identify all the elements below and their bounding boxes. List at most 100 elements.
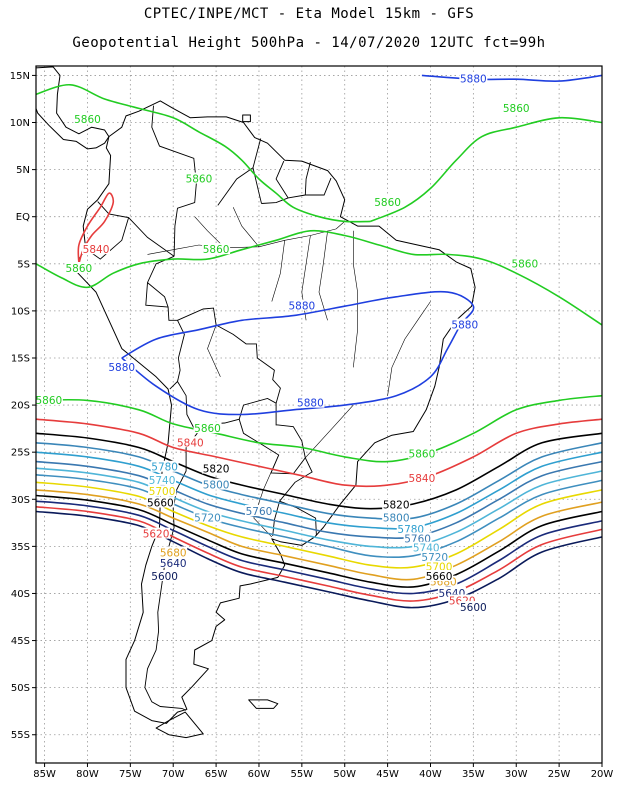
contour-label-bg <box>437 586 466 598</box>
coastline-south-america <box>77 100 476 724</box>
contour-label-5680: 5680 <box>160 547 187 559</box>
contour-label-bg <box>412 541 441 553</box>
country-border <box>147 282 169 308</box>
lon-tick-label: 40W <box>419 769 442 780</box>
contour-label-bg <box>420 551 449 563</box>
country-border <box>304 161 332 196</box>
contour-5780 <box>35 451 603 530</box>
lon-tick-label: 20W <box>591 769 614 780</box>
map-title-line-1: CPTEC/INPE/MCT - Eta Model 15km - GFS <box>143 6 475 22</box>
country-border <box>217 167 254 206</box>
lat-tick-label: 25S <box>11 448 30 459</box>
contour-label-bg <box>193 422 222 434</box>
lon-tick-label: 50W <box>333 769 356 780</box>
country-border <box>238 403 306 475</box>
contour-label-5600: 5600 <box>151 571 178 583</box>
contour-label-bg <box>64 262 93 274</box>
contour-label-5640: 5640 <box>160 558 187 570</box>
contour-label-5820: 5820 <box>383 499 410 511</box>
contour-label-bg <box>407 447 436 459</box>
contour-label-bg <box>159 556 188 568</box>
river <box>207 324 221 377</box>
contour-label-bg <box>150 460 179 472</box>
contour-label-bg <box>510 257 539 269</box>
lat-tick-label: 5S <box>17 259 30 270</box>
lat-tick-label: 55S <box>11 730 30 741</box>
contour-label-5720: 5720 <box>194 513 221 525</box>
river <box>147 221 345 255</box>
contour-label-bg <box>407 472 436 484</box>
contour-label-5840: 5840 <box>409 473 436 485</box>
contour-label-5880: 5880 <box>460 74 487 86</box>
contour-label-bg <box>425 560 454 572</box>
contour-label-bg <box>425 570 454 582</box>
contour-label-5760: 5760 <box>246 506 273 518</box>
contour-label-bg <box>150 570 179 582</box>
lat-tick-label: 10N <box>10 118 30 129</box>
contour-label-bg <box>148 485 177 497</box>
contour-label-5860: 5860 <box>35 395 62 407</box>
contour-5840 <box>35 418 603 488</box>
contour-5860 <box>370 116 603 223</box>
river <box>253 454 279 538</box>
contour-label-bg <box>82 243 111 255</box>
contour-label-bg <box>450 318 479 330</box>
contour-label-bg <box>202 478 231 490</box>
contour-label-bg <box>107 360 136 372</box>
lat-tick-label: 15N <box>10 71 30 82</box>
country-border <box>177 307 281 431</box>
contour-label-bg <box>146 496 175 508</box>
coastlines <box>35 66 476 739</box>
river <box>353 230 358 368</box>
contour-5640 <box>35 500 603 595</box>
contour-label-5800: 5800 <box>383 513 410 525</box>
lon-tick-label: 30W <box>505 769 528 780</box>
map-frame <box>35 65 603 764</box>
contour-label-5620: 5620 <box>143 529 170 541</box>
lon-tick-label: 60W <box>248 769 271 780</box>
contour-5620 <box>35 506 603 602</box>
river <box>318 230 328 321</box>
contour-label-5700: 5700 <box>149 486 176 498</box>
contour-label-5860: 5860 <box>186 174 213 186</box>
grid-lines <box>36 66 603 763</box>
contour-label-5600: 5600 <box>460 602 487 614</box>
contour-label-5860: 5860 <box>203 244 230 256</box>
coastline-central-america <box>35 66 110 150</box>
contour-label-bg <box>502 101 531 113</box>
country-borders <box>85 105 332 711</box>
contour-label-5860: 5860 <box>503 103 530 115</box>
country-border <box>145 255 185 390</box>
contour-label-5860: 5860 <box>74 114 101 126</box>
contour-label-bg <box>396 522 425 534</box>
contour-label-5880: 5880 <box>288 301 315 313</box>
river <box>387 301 431 396</box>
contour-label-5660: 5660 <box>147 498 174 510</box>
lon-tick-label: 70W <box>162 769 185 780</box>
lat-tick-label: 50S <box>11 683 30 694</box>
lat-tick-label: 20S <box>11 401 30 412</box>
country-border <box>252 138 262 204</box>
lon-tick-label: 55W <box>291 769 314 780</box>
contour-label-5860: 5860 <box>194 423 221 435</box>
contour-label-5860: 5860 <box>374 197 401 209</box>
contour-label-bg <box>73 113 102 125</box>
contour-label-5840: 5840 <box>83 244 110 256</box>
contour-label-bg <box>202 243 231 255</box>
contour-5740 <box>35 467 603 549</box>
contour-label-5860: 5860 <box>66 263 93 275</box>
contour-5800 <box>35 442 603 521</box>
lat-tick-label: 15S <box>11 353 30 364</box>
contour-label-bg <box>34 393 63 405</box>
contour-5660 <box>35 494 603 588</box>
lon-tick-label: 85W <box>33 769 56 780</box>
contour-label-bg <box>148 473 177 485</box>
coastline-falklands <box>248 699 279 709</box>
contour-label-bg <box>459 72 488 84</box>
contour-label-5860: 5860 <box>409 449 436 461</box>
lon-tick-label: 35W <box>462 769 485 780</box>
rivers <box>147 207 431 538</box>
contour-label-bg <box>459 601 488 613</box>
contour-label-bg <box>202 462 231 474</box>
